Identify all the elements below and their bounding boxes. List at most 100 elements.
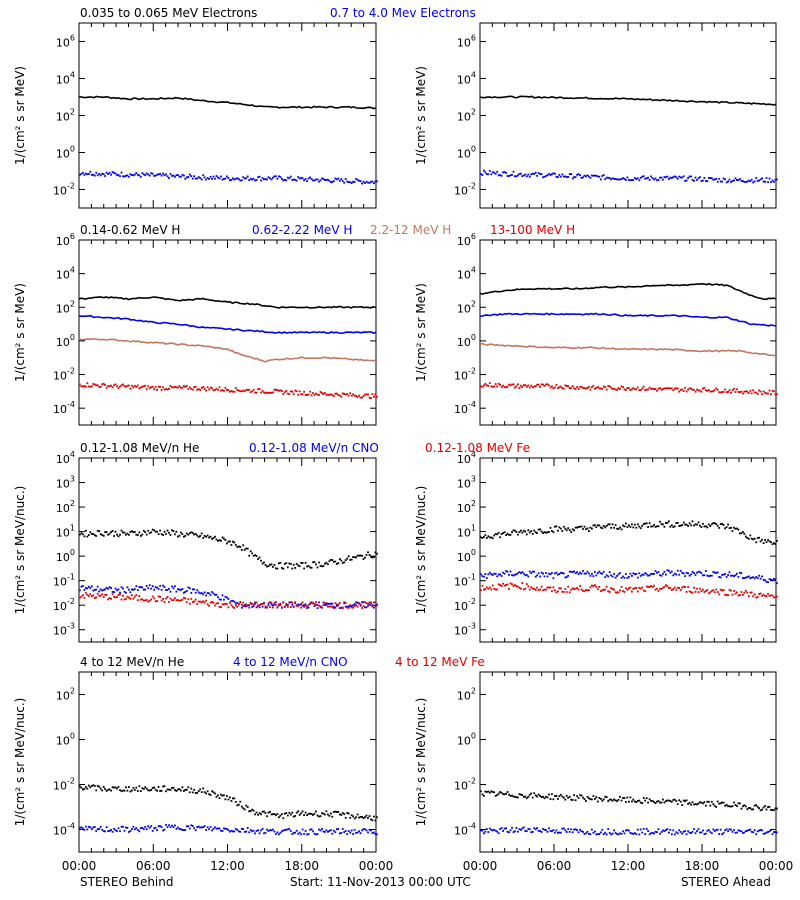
data-point (512, 529, 515, 532)
data-point (651, 586, 654, 589)
data-point (776, 393, 778, 396)
data-point (229, 830, 231, 833)
data-point (557, 529, 559, 532)
data-point (135, 786, 138, 789)
data-point (774, 831, 777, 833)
data-point (702, 802, 704, 805)
data-point (694, 832, 697, 835)
data-point (562, 525, 565, 528)
data-point (552, 531, 555, 534)
data-point (233, 541, 236, 544)
data-point (142, 173, 145, 176)
data-point (525, 533, 528, 536)
data-point (294, 815, 297, 817)
data-point (352, 556, 354, 558)
data-point (558, 174, 561, 176)
data-point (528, 794, 531, 796)
data-point (546, 174, 549, 177)
data-point (83, 829, 86, 831)
data-point (771, 179, 774, 182)
data-point (696, 523, 698, 526)
data-point (84, 172, 87, 175)
data-point (494, 533, 497, 535)
data-point (331, 606, 334, 609)
data-point (249, 810, 252, 812)
data-point (773, 809, 775, 812)
legend-label-red: 13-100 MeV H (490, 223, 575, 237)
data-point (288, 393, 291, 395)
data-point (246, 389, 249, 391)
data-point (764, 832, 766, 835)
data-point (739, 532, 741, 535)
data-point (258, 604, 261, 606)
y-tick-exponent: 0 (70, 145, 75, 154)
data-point (93, 534, 96, 537)
data-point (98, 173, 101, 175)
data-point (209, 176, 212, 178)
data-point (123, 531, 126, 534)
series-dots-red (79, 382, 378, 399)
data-point (237, 830, 240, 833)
data-point (153, 597, 156, 600)
data-point (520, 384, 522, 387)
legend-label-black: 0.14-0.62 MeV H (80, 223, 180, 237)
data-point (758, 807, 760, 810)
data-point (184, 829, 187, 831)
data-point (614, 178, 617, 180)
data-point (604, 588, 607, 591)
data-point (594, 524, 596, 527)
data-point (263, 832, 265, 835)
data-point (264, 564, 267, 566)
data-point (90, 785, 93, 787)
data-point (520, 529, 522, 532)
data-point (104, 788, 106, 790)
data-point (165, 790, 167, 793)
data-point (306, 607, 308, 609)
data-point (286, 566, 289, 569)
data-point (224, 177, 227, 180)
data-point (190, 175, 193, 178)
data-point (485, 384, 488, 387)
series-dots-blue (480, 826, 778, 836)
data-point (313, 561, 316, 563)
data-point (359, 816, 362, 818)
data-point (620, 832, 623, 835)
data-point (105, 593, 108, 596)
data-point (255, 811, 258, 814)
data-point (613, 178, 615, 180)
data-point (258, 388, 261, 390)
data-point (776, 178, 778, 181)
data-point (611, 177, 614, 180)
data-point (491, 171, 494, 174)
data-point (650, 573, 652, 575)
data-point (215, 602, 218, 605)
data-point (673, 833, 676, 836)
data-point (267, 602, 270, 605)
y-tick-base: 10 (53, 403, 67, 416)
data-point (153, 529, 156, 532)
data-point (616, 575, 618, 577)
data-point (242, 605, 245, 608)
data-point (301, 562, 304, 564)
data-point (211, 387, 213, 390)
data-point (319, 179, 322, 182)
data-point (185, 385, 188, 387)
data-point (248, 554, 251, 557)
data-point (768, 805, 771, 808)
data-point (647, 586, 649, 588)
data-point (752, 831, 755, 834)
data-point (373, 601, 375, 604)
data-point (730, 574, 732, 577)
data-point (300, 606, 303, 609)
data-point (215, 387, 218, 390)
data-point (365, 829, 368, 832)
data-point (188, 173, 191, 176)
data-point (619, 572, 621, 574)
data-point (295, 605, 298, 607)
data-point (518, 586, 521, 589)
data-point (86, 593, 89, 596)
data-point (656, 179, 658, 182)
data-point (628, 524, 630, 527)
data-point (503, 584, 506, 587)
data-point (533, 385, 536, 388)
